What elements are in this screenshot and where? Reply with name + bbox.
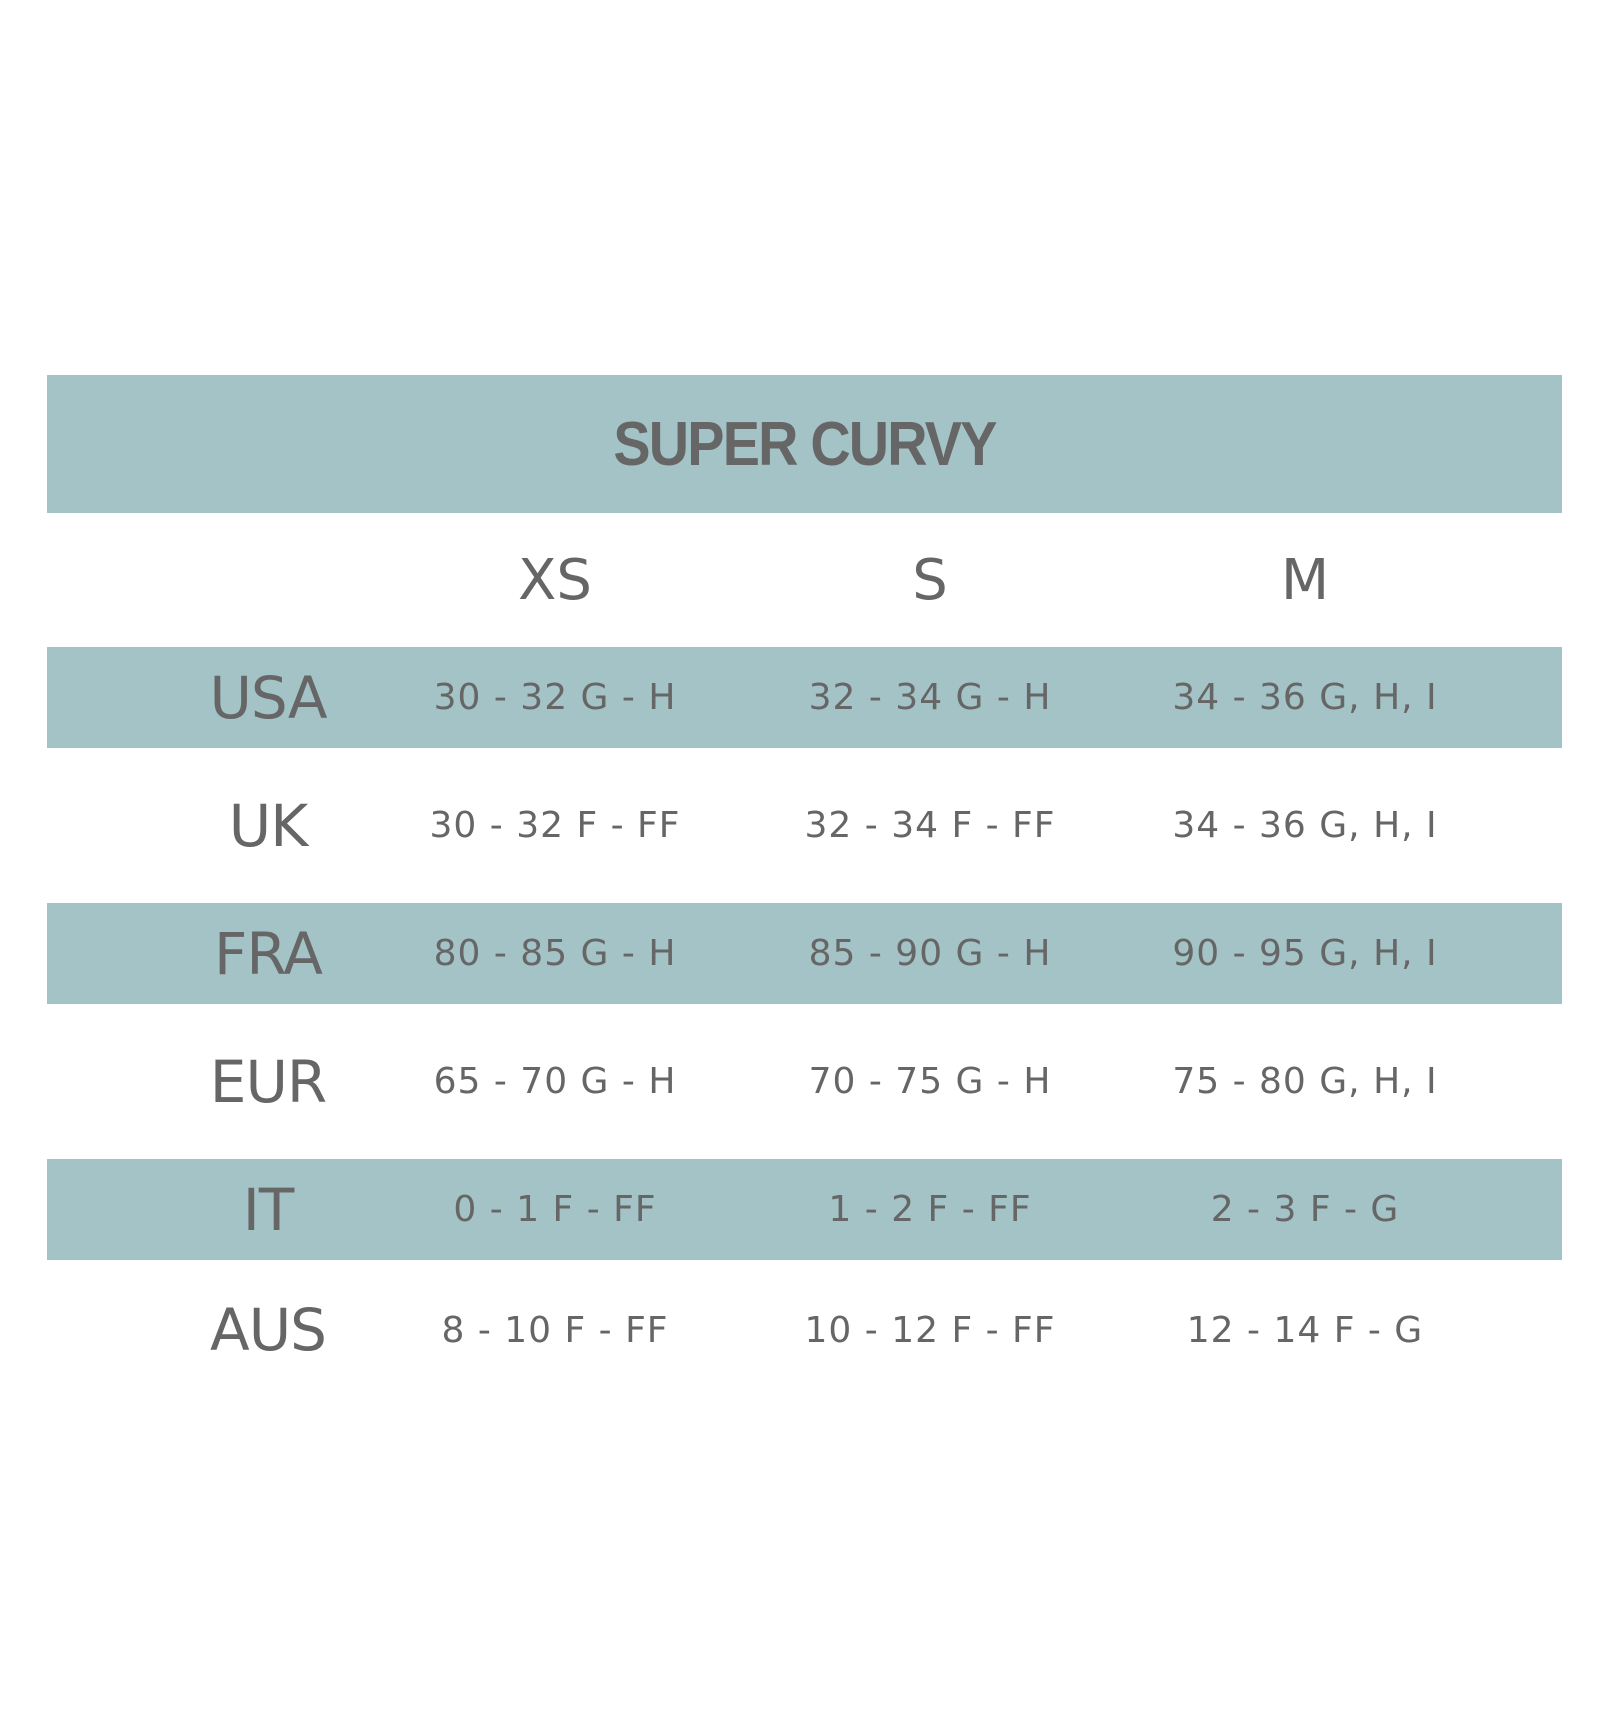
size-value: 30 - 32 F - FF <box>429 805 681 846</box>
size-value: 32 - 34 F - FF <box>804 805 1056 846</box>
size-value: 30 - 32 G - H <box>433 677 677 718</box>
country-label: UK <box>228 791 309 860</box>
size-value: 34 - 36 G, H, I <box>1172 805 1438 846</box>
country-label: IT <box>242 1175 295 1244</box>
country-label: FRA <box>214 919 323 988</box>
table-row: AUS 8 - 10 F - FF 10 - 12 F - FF 12 - 14 F … <box>0 1260 1600 1400</box>
table-row: FRA 80 - 85 G - H 85 - 90 G - H 90 - 95 G, … <box>0 903 1600 1004</box>
size-value: 0 - 1 F - FF <box>453 1189 657 1230</box>
table-row: USA 30 - 32 G - H 32 - 34 G - H 34 - 36 G, … <box>0 647 1600 748</box>
country-label: EUR <box>209 1047 327 1116</box>
row-band <box>47 647 1562 748</box>
row-band <box>47 903 1562 1004</box>
size-value: 32 - 34 G - H <box>808 677 1052 718</box>
table-row: IT 0 - 1 F - FF 1 - 2 F - FF 2 - 3 F - G <box>0 1159 1600 1260</box>
country-label: USA <box>209 663 327 732</box>
table-row: EUR 65 - 70 G - H 70 - 75 G - H 75 - 80 G, … <box>0 1004 1600 1159</box>
row-band <box>47 1159 1562 1260</box>
size-value: 70 - 75 G - H <box>808 1061 1052 1102</box>
table-row: UK 30 - 32 F - FF 32 - 34 F - FF 34 - 36 G,… <box>0 748 1600 903</box>
chart-title: SUPER CURVY <box>613 409 997 479</box>
size-xs: XS <box>518 547 592 613</box>
title-band <box>47 375 1562 513</box>
size-s: S <box>912 547 948 613</box>
size-value: 65 - 70 G - H <box>433 1061 677 1102</box>
size-value: 34 - 36 G, H, I <box>1172 677 1438 718</box>
size-value: 2 - 3 F - G <box>1210 1189 1400 1230</box>
size-value: 10 - 12 F - FF <box>804 1309 1056 1351</box>
size-m: M <box>1280 547 1330 613</box>
size-value: 1 - 2 F - FF <box>828 1189 1032 1230</box>
size-value: 8 - 10 F - FF <box>441 1309 669 1351</box>
size-header-row: XS S M <box>0 513 1600 647</box>
size-value: 80 - 85 G - H <box>433 933 677 974</box>
size-value: 12 - 14 F - G <box>1186 1309 1424 1351</box>
size-value: 90 - 95 G, H, I <box>1172 933 1438 974</box>
size-value: 85 - 90 G - H <box>808 933 1052 974</box>
size-value: 75 - 80 G, H, I <box>1172 1061 1438 1102</box>
country-label: AUS <box>210 1296 327 1364</box>
